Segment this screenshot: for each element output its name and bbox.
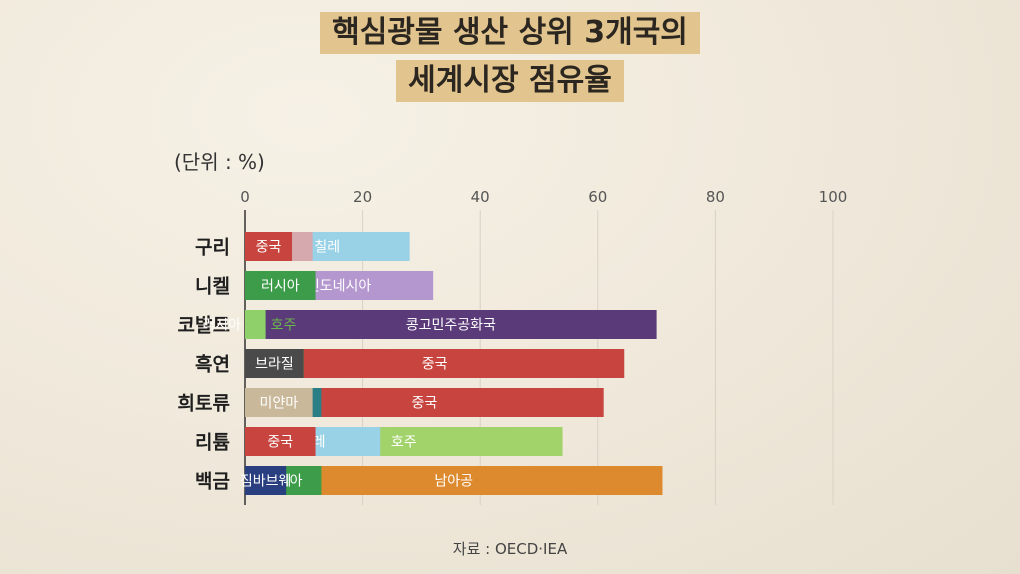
- bar-segment: [245, 466, 287, 495]
- segment-label: 남아공: [434, 474, 473, 490]
- category-label: 흑연: [195, 353, 230, 376]
- bar-segment: [245, 349, 304, 378]
- bar-segment: [245, 310, 266, 339]
- bar-segment: [245, 271, 316, 300]
- segment-label: 호주: [391, 435, 417, 451]
- category-label: 백금: [195, 471, 230, 493]
- segment-label: 호주: [271, 318, 297, 334]
- segment-label: 인도네시아: [307, 279, 372, 295]
- segment-label: 러시아: [261, 279, 300, 295]
- x-tick-label: 80: [706, 188, 725, 206]
- bar-segment: [245, 310, 657, 339]
- bar-segment: [245, 388, 313, 417]
- title-line-1: 핵심광물 생산 상위 3개국의: [320, 12, 700, 54]
- category-label: 니켈: [195, 276, 230, 298]
- bar-segment: [245, 232, 293, 261]
- segment-label: 짐바브웨: [240, 474, 292, 490]
- source-note: 자료 : OECD·IEA: [452, 540, 568, 558]
- chart-title: 핵심광물 생산 상위 3개국의 세계시장 점유율: [0, 12, 1020, 108]
- category-label: 코발트: [178, 315, 230, 337]
- category-label: 희토류: [178, 393, 230, 415]
- x-tick-label: 60: [588, 188, 607, 206]
- bar-segment: [245, 349, 625, 378]
- segment-label: 미얀마: [259, 396, 298, 412]
- segment-label: 중국: [267, 435, 293, 451]
- unit-label: (단위 : %): [174, 150, 265, 174]
- segment-label: 중국: [411, 396, 437, 412]
- x-tick-label: 20: [353, 188, 372, 206]
- segment-label: 칠레: [314, 240, 340, 256]
- segment-label: 중국: [422, 357, 448, 373]
- title-line-2: 세계시장 점유율: [396, 60, 624, 102]
- x-tick-label: 40: [471, 188, 490, 206]
- segment-label: 중국: [256, 240, 282, 256]
- x-tick-label: 0: [240, 188, 250, 206]
- segment-label: 콩고민주공화국: [406, 318, 496, 334]
- x-tick-label: 100: [819, 188, 848, 206]
- category-label: 리튬: [195, 432, 230, 454]
- category-label: 구리: [195, 237, 230, 259]
- segment-label: 러시아: [202, 318, 241, 334]
- segment-label: 브라질: [255, 357, 294, 373]
- bar-segment: [245, 427, 316, 456]
